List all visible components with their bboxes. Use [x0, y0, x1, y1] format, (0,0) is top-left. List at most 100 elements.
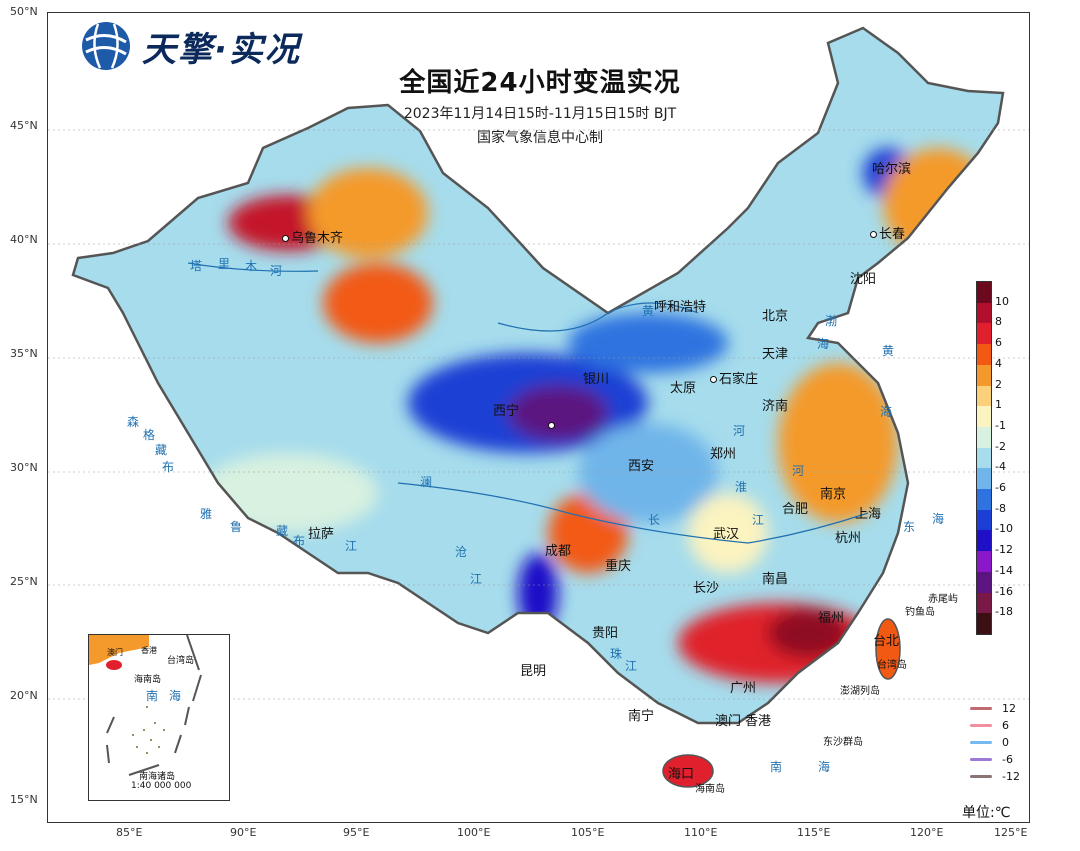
colorbar-label: 8 — [995, 315, 1002, 329]
colorbar-segment — [977, 426, 991, 448]
city-label: 呼和浩特 — [654, 300, 707, 315]
city-label: 台北 — [873, 634, 900, 649]
river-label: 江 — [752, 513, 765, 527]
city-label: 拉萨 — [308, 527, 335, 542]
contour-line-swatch — [970, 707, 992, 710]
colorbar-segment — [977, 509, 991, 531]
latitude-tick-label: 45°N — [10, 119, 38, 132]
colorbar-segment — [977, 385, 991, 407]
inset-label: 海 — [169, 689, 182, 703]
city-label: 银川 — [583, 372, 610, 387]
inset-label: 香港 — [141, 646, 157, 655]
colorbar-segment — [977, 406, 991, 427]
inset-scale: 1:40 000 000 — [131, 781, 192, 791]
map-subtitle: 2023年11月14日15时-11月15日15时 BJT — [403, 106, 677, 122]
contour-legend-item: -6 — [970, 751, 1020, 768]
colorbar-label: 6 — [995, 336, 1002, 350]
colorbar-segment — [977, 468, 991, 490]
latitude-tick-label: 20°N — [10, 689, 38, 702]
contour-legend-item: 6 — [970, 717, 1020, 734]
contour-legend-label: 12 — [1002, 702, 1016, 715]
colorbar-label: -12 — [995, 543, 1013, 557]
colorbar-label: 2 — [995, 377, 1002, 391]
colorbar-segment — [977, 571, 991, 593]
city-label: 杭州 — [835, 531, 862, 546]
contour-legend-item: -12 — [970, 768, 1020, 785]
river-label: 里 — [218, 257, 231, 271]
city-label: 贵阳 — [592, 626, 619, 641]
city-label: 郑州 — [710, 447, 737, 462]
logo: 天擎·实况 — [80, 20, 301, 72]
river-label: 布 — [162, 460, 175, 474]
city-label: 南昌 — [762, 572, 789, 587]
colorbar-segment — [977, 282, 991, 303]
city-label: 福州 — [818, 611, 845, 626]
colorbar-label: -8 — [995, 501, 1006, 515]
contour-legend-label: 6 — [1002, 719, 1009, 732]
longitude-tick-label: 110°E — [684, 826, 718, 839]
city-label: 太原 — [670, 381, 697, 396]
island-label: 海南岛 — [695, 784, 725, 795]
island-label: 澎湖列岛 — [840, 686, 880, 697]
map-title: 全国近24小时变温实况 — [399, 68, 681, 98]
city-label: 南京 — [820, 487, 847, 502]
colorbar-label: -10 — [995, 522, 1013, 536]
longitude-tick-label: 115°E — [797, 826, 831, 839]
city-label: 长沙 — [693, 581, 720, 596]
colorbar-label: -2 — [995, 439, 1006, 453]
longitude-tick-label: 125°E — [994, 826, 1028, 839]
colorbar-segment — [977, 592, 991, 614]
river-label: 长 — [648, 513, 661, 527]
city-label: 石家庄 — [710, 368, 758, 387]
island-label: 赤尾屿 — [928, 594, 958, 605]
colorbar-label: -6 — [995, 481, 1006, 495]
colorbar-label: 4 — [995, 356, 1002, 370]
city-label: 哈尔滨 — [872, 162, 912, 177]
colorbar-label: -14 — [995, 563, 1013, 577]
inset-label: 澳门 — [107, 648, 123, 657]
colorbar-segment — [977, 489, 991, 510]
colorbar-label: -16 — [995, 584, 1013, 598]
city-label: 上海 — [855, 507, 882, 522]
colorbar-segment — [977, 447, 991, 469]
inset-label: 南 — [146, 689, 159, 703]
city-label: 重庆 — [605, 559, 632, 574]
map-frame — [47, 12, 1030, 823]
colorbar-segment — [977, 613, 991, 634]
contour-legend-label: -12 — [1002, 770, 1020, 783]
city-label: 香港 — [745, 714, 772, 729]
city-label: 西安 — [628, 459, 655, 474]
contour-line-swatch — [970, 724, 992, 727]
river-label: 河 — [270, 264, 283, 278]
city-label: 澳门 — [715, 714, 742, 729]
temperature-change-map — [48, 26, 1029, 788]
inset-label: 海南岛 — [134, 675, 162, 685]
city-label — [548, 418, 557, 433]
river-label: 森 — [127, 415, 140, 429]
title-block: 全国近24小时变温实况 2023年11月14日15时-11月15日15时 BJT… — [290, 62, 790, 147]
river-label: 河 — [733, 424, 746, 438]
city-label: 济南 — [762, 399, 789, 414]
contour-legend-label: -6 — [1002, 753, 1013, 766]
contour-line-swatch — [970, 741, 992, 744]
city-label: 合肥 — [782, 502, 809, 517]
hainan-island-shape — [662, 754, 714, 788]
river-label: 珠 — [610, 647, 623, 661]
city-label: 南宁 — [628, 709, 655, 724]
colorbar-segment — [977, 551, 991, 572]
river-label: 雅 — [200, 507, 213, 521]
city-label: 成都 — [545, 544, 572, 559]
colorbar — [976, 281, 992, 635]
sea-label: 黄 — [882, 344, 895, 358]
contour-line-swatch — [970, 758, 992, 761]
logo-text: 天擎·实况 — [142, 29, 301, 70]
longitude-tick-label: 90°E — [230, 826, 257, 839]
city-label: 武汉 — [713, 527, 740, 542]
island-label: 钓鱼岛 — [905, 607, 935, 618]
colorbar-label: -4 — [995, 460, 1006, 474]
sea-label: 东 — [903, 520, 916, 534]
colorbar-segment — [977, 364, 991, 386]
river-label: 澜 — [420, 475, 433, 489]
island-label: 东沙群岛 — [823, 737, 863, 748]
longitude-tick-label: 85°E — [116, 826, 143, 839]
